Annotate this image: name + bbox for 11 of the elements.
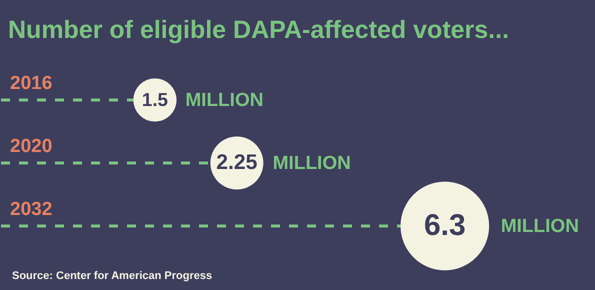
text: MILLION	[500, 216, 579, 237]
category-label: 2020	[10, 136, 52, 157]
text: MILLION	[185, 90, 264, 111]
category-label: 2016	[10, 73, 52, 94]
data-label: 1.5	[142, 89, 168, 110]
data-label: 6.3	[424, 209, 466, 242]
data-label: 2.25	[216, 151, 258, 174]
text: Number of eligible DAPA-affected voters...	[8, 16, 510, 44]
text: MILLION	[272, 153, 351, 174]
category-label: 2032	[10, 199, 52, 220]
source-note: Source: Center for American Progress	[12, 270, 212, 282]
